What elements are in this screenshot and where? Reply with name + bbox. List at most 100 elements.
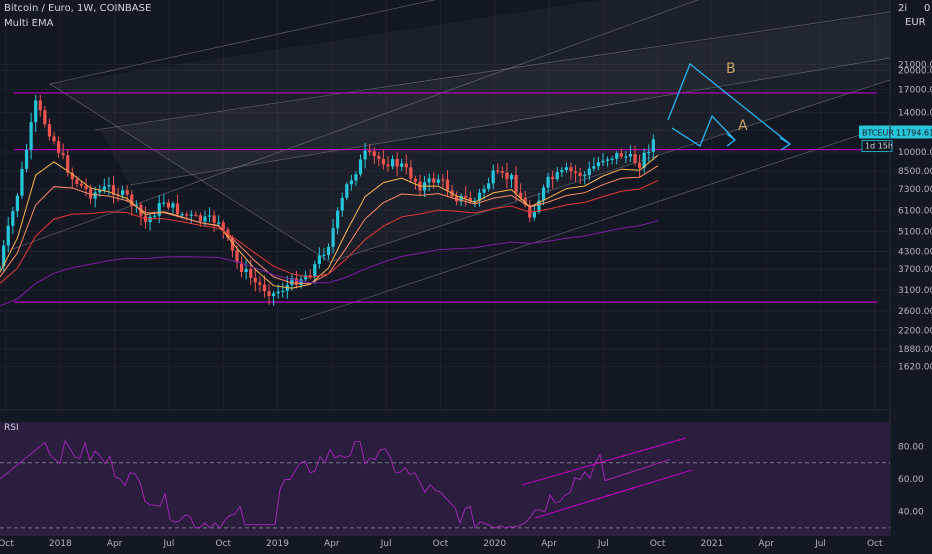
candle-body [500,171,504,173]
candle-body [166,202,170,208]
y-tick-label: 1620.00 [898,363,932,373]
candle-body [336,210,340,229]
candle-body [432,178,436,183]
candle-body [98,190,102,193]
candle-body [299,279,303,286]
candle-body [395,159,399,167]
candle-body [638,162,642,168]
candle-body [317,255,321,265]
projection-path-a [671,114,736,147]
candle-body [477,192,482,201]
rsi-y-tick: 80.00 [898,442,924,452]
candle-body [381,158,385,165]
candle-body [523,197,527,205]
candle-body [537,200,541,212]
candle-body [436,179,440,183]
candle-body [148,216,152,223]
candle-body [413,178,418,182]
candle-body [107,185,111,187]
candle-body [75,179,79,184]
y-tick-label: 10000.00 [898,148,932,158]
candle-body [601,160,605,163]
rsi-y-tick: 60.00 [898,475,924,485]
y-tick-label: 4300.00 [898,248,932,258]
candle-body [583,175,587,177]
indicator-label[interactable]: Multi EMA [4,18,54,29]
candle-body [29,122,33,150]
ema-line-long [0,220,659,307]
pitchfork-line [49,83,331,263]
candle-body [244,269,248,273]
candle-body [15,195,19,212]
candle-body [587,168,591,176]
x-tick-label: 2019 [266,539,289,549]
x-tick-label: Jul [597,539,609,549]
candle-body [20,168,24,196]
candle-body [217,222,221,224]
candle-body [111,185,116,195]
candle-body [464,195,468,198]
candle-body [610,158,614,160]
candle-body [185,214,189,216]
candle-body [11,211,15,226]
candle-body [368,150,372,152]
candle-body [93,192,97,199]
candle-body [596,162,601,167]
candle-body [239,262,244,273]
candle-body [162,202,166,204]
candle-body [569,167,573,172]
candle-body [322,254,326,257]
y-tick-label: 8500.00 [898,167,932,177]
candle-body [487,183,491,189]
candle-body [519,192,523,198]
x-tick-label: Oct [433,539,449,549]
candle-body [180,214,184,216]
candle-body [386,164,390,167]
x-tick-label: Apr [107,539,123,549]
candle-body [551,176,555,180]
candle-body [6,225,10,246]
y-tick-label: 21000.00 [898,61,932,71]
ema-line-fast [0,155,659,289]
rsi-y-tick: 40.00 [898,508,924,518]
candle-body [276,291,280,294]
candle-body [198,215,202,222]
top-right-label: 2i [898,3,908,14]
price-tag-box [859,125,932,139]
candle-body [468,197,472,202]
projection-path-b [667,62,791,145]
candle-body [194,214,198,216]
pitchfork-line [9,0,699,251]
candle-body [157,202,161,216]
pitchfork-line [49,0,436,85]
candle-body [207,215,212,217]
x-tick-label: Jul [814,539,826,549]
x-tick-label: Apr [758,539,774,549]
candle-body [79,183,84,186]
candle-body [372,151,376,156]
annotation-a: A [738,118,748,134]
candle-body [459,195,463,202]
x-tick-label: Oct [650,539,666,549]
candle-body [171,203,175,208]
x-tick-label: 2021 [700,539,723,549]
candle-body [473,200,477,202]
candle-body [313,264,317,278]
candle-body [253,277,257,283]
candle-body [24,149,29,169]
candle-body [203,216,207,222]
candle-body [66,155,70,173]
countdown-box [861,140,893,152]
candle-body [130,194,134,207]
candle-body [43,110,47,125]
candle-body [84,185,88,190]
candle-body [249,269,253,278]
candle-body [628,153,633,157]
candle-body [441,179,445,181]
candle-body [592,166,596,169]
pitchfork-line [94,11,891,131]
candle-body [377,155,381,159]
pitchfork-line [329,79,891,263]
